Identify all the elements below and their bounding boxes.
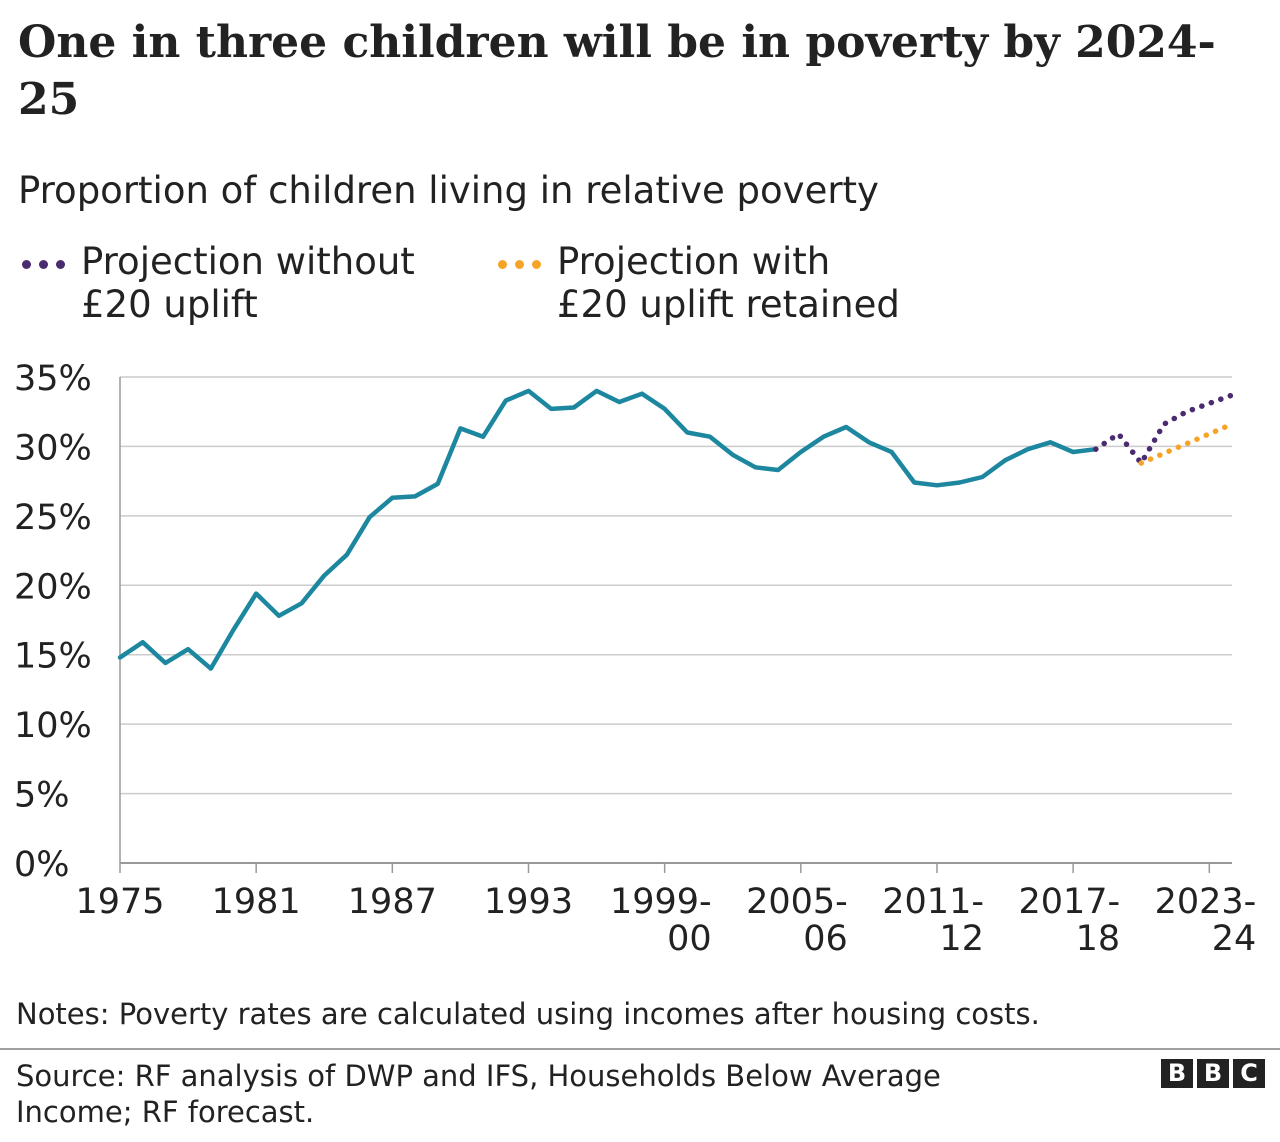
x-tick-label-line: 06 xyxy=(803,919,848,959)
dotted-line-purple-icon xyxy=(22,260,65,269)
series-line-projection-with-uplift xyxy=(1138,421,1235,466)
series-line-historic xyxy=(117,388,1099,671)
x-tick-label-line: 2011- xyxy=(882,882,984,922)
bbc-logo-letter: B xyxy=(1161,1059,1193,1088)
x-tick-label: 1975 xyxy=(75,882,164,922)
x-tick-label: 2005-06 xyxy=(746,882,848,959)
legend-label-with-uplift: Projection with £20 uplift retained xyxy=(557,240,900,326)
y-tick-label: 10% xyxy=(14,706,92,746)
bbc-logo-letter: B xyxy=(1197,1059,1229,1088)
bbc-logo-letter: C xyxy=(1233,1059,1265,1088)
y-tick-label: 20% xyxy=(14,567,92,607)
line-chart: 0% 5% 10% 15% 20% 25% 30% 35% 1975 1981 1987 1993 19… xyxy=(14,359,1257,959)
y-tick-label: 5% xyxy=(14,776,70,816)
x-tick-label-line: 1999- xyxy=(610,882,712,922)
x-tick-label: 1987 xyxy=(348,882,437,922)
x-tick-label: 1981 xyxy=(212,882,301,922)
chart-source: Source: RF analysis of DWP and IFS, Hous… xyxy=(16,1059,941,1129)
x-tick-label-line: 12 xyxy=(939,919,984,959)
dotted-line-orange-icon xyxy=(498,260,541,269)
chart-notes: Notes: Poverty rates are calculated usin… xyxy=(16,997,1040,1031)
legend-label-without-uplift: Projection without £20 uplift xyxy=(81,240,415,326)
bbc-logo: B B C xyxy=(1161,1059,1265,1088)
x-tick-label-line: 18 xyxy=(1076,919,1121,959)
legend-item-with-uplift: Projection with £20 uplift retained xyxy=(498,240,900,326)
x-tick-label: 2023-24 xyxy=(1155,882,1257,959)
x-tick-label: 2011-12 xyxy=(882,882,984,959)
x-tick-label: 1999-00 xyxy=(610,882,712,959)
chart-subtitle: Proportion of children living in relativ… xyxy=(18,169,879,212)
x-tick-label-line: 00 xyxy=(667,919,712,959)
chart-title: One in three children will be in poverty… xyxy=(18,17,1216,125)
x-tick-label-line: 2017- xyxy=(1018,882,1120,922)
x-tick-label: 2017-18 xyxy=(1018,882,1120,959)
y-tick-label: 35% xyxy=(14,359,92,399)
y-tick-label: 25% xyxy=(14,498,92,538)
x-tick-label: 1993 xyxy=(484,882,573,922)
x-tick-label-line: 2023- xyxy=(1155,882,1257,922)
legend-item-without-uplift: Projection without £20 uplift xyxy=(22,240,415,326)
y-tick-label: 15% xyxy=(14,637,92,677)
series-line-projection-without-uplift xyxy=(1093,392,1235,466)
x-tick-label-line: 24 xyxy=(1212,919,1257,959)
y-tick-label: 30% xyxy=(14,428,92,468)
footer-divider xyxy=(0,1048,1280,1050)
x-tick-label-line: 2005- xyxy=(746,882,848,922)
y-tick-label: 0% xyxy=(14,845,70,885)
